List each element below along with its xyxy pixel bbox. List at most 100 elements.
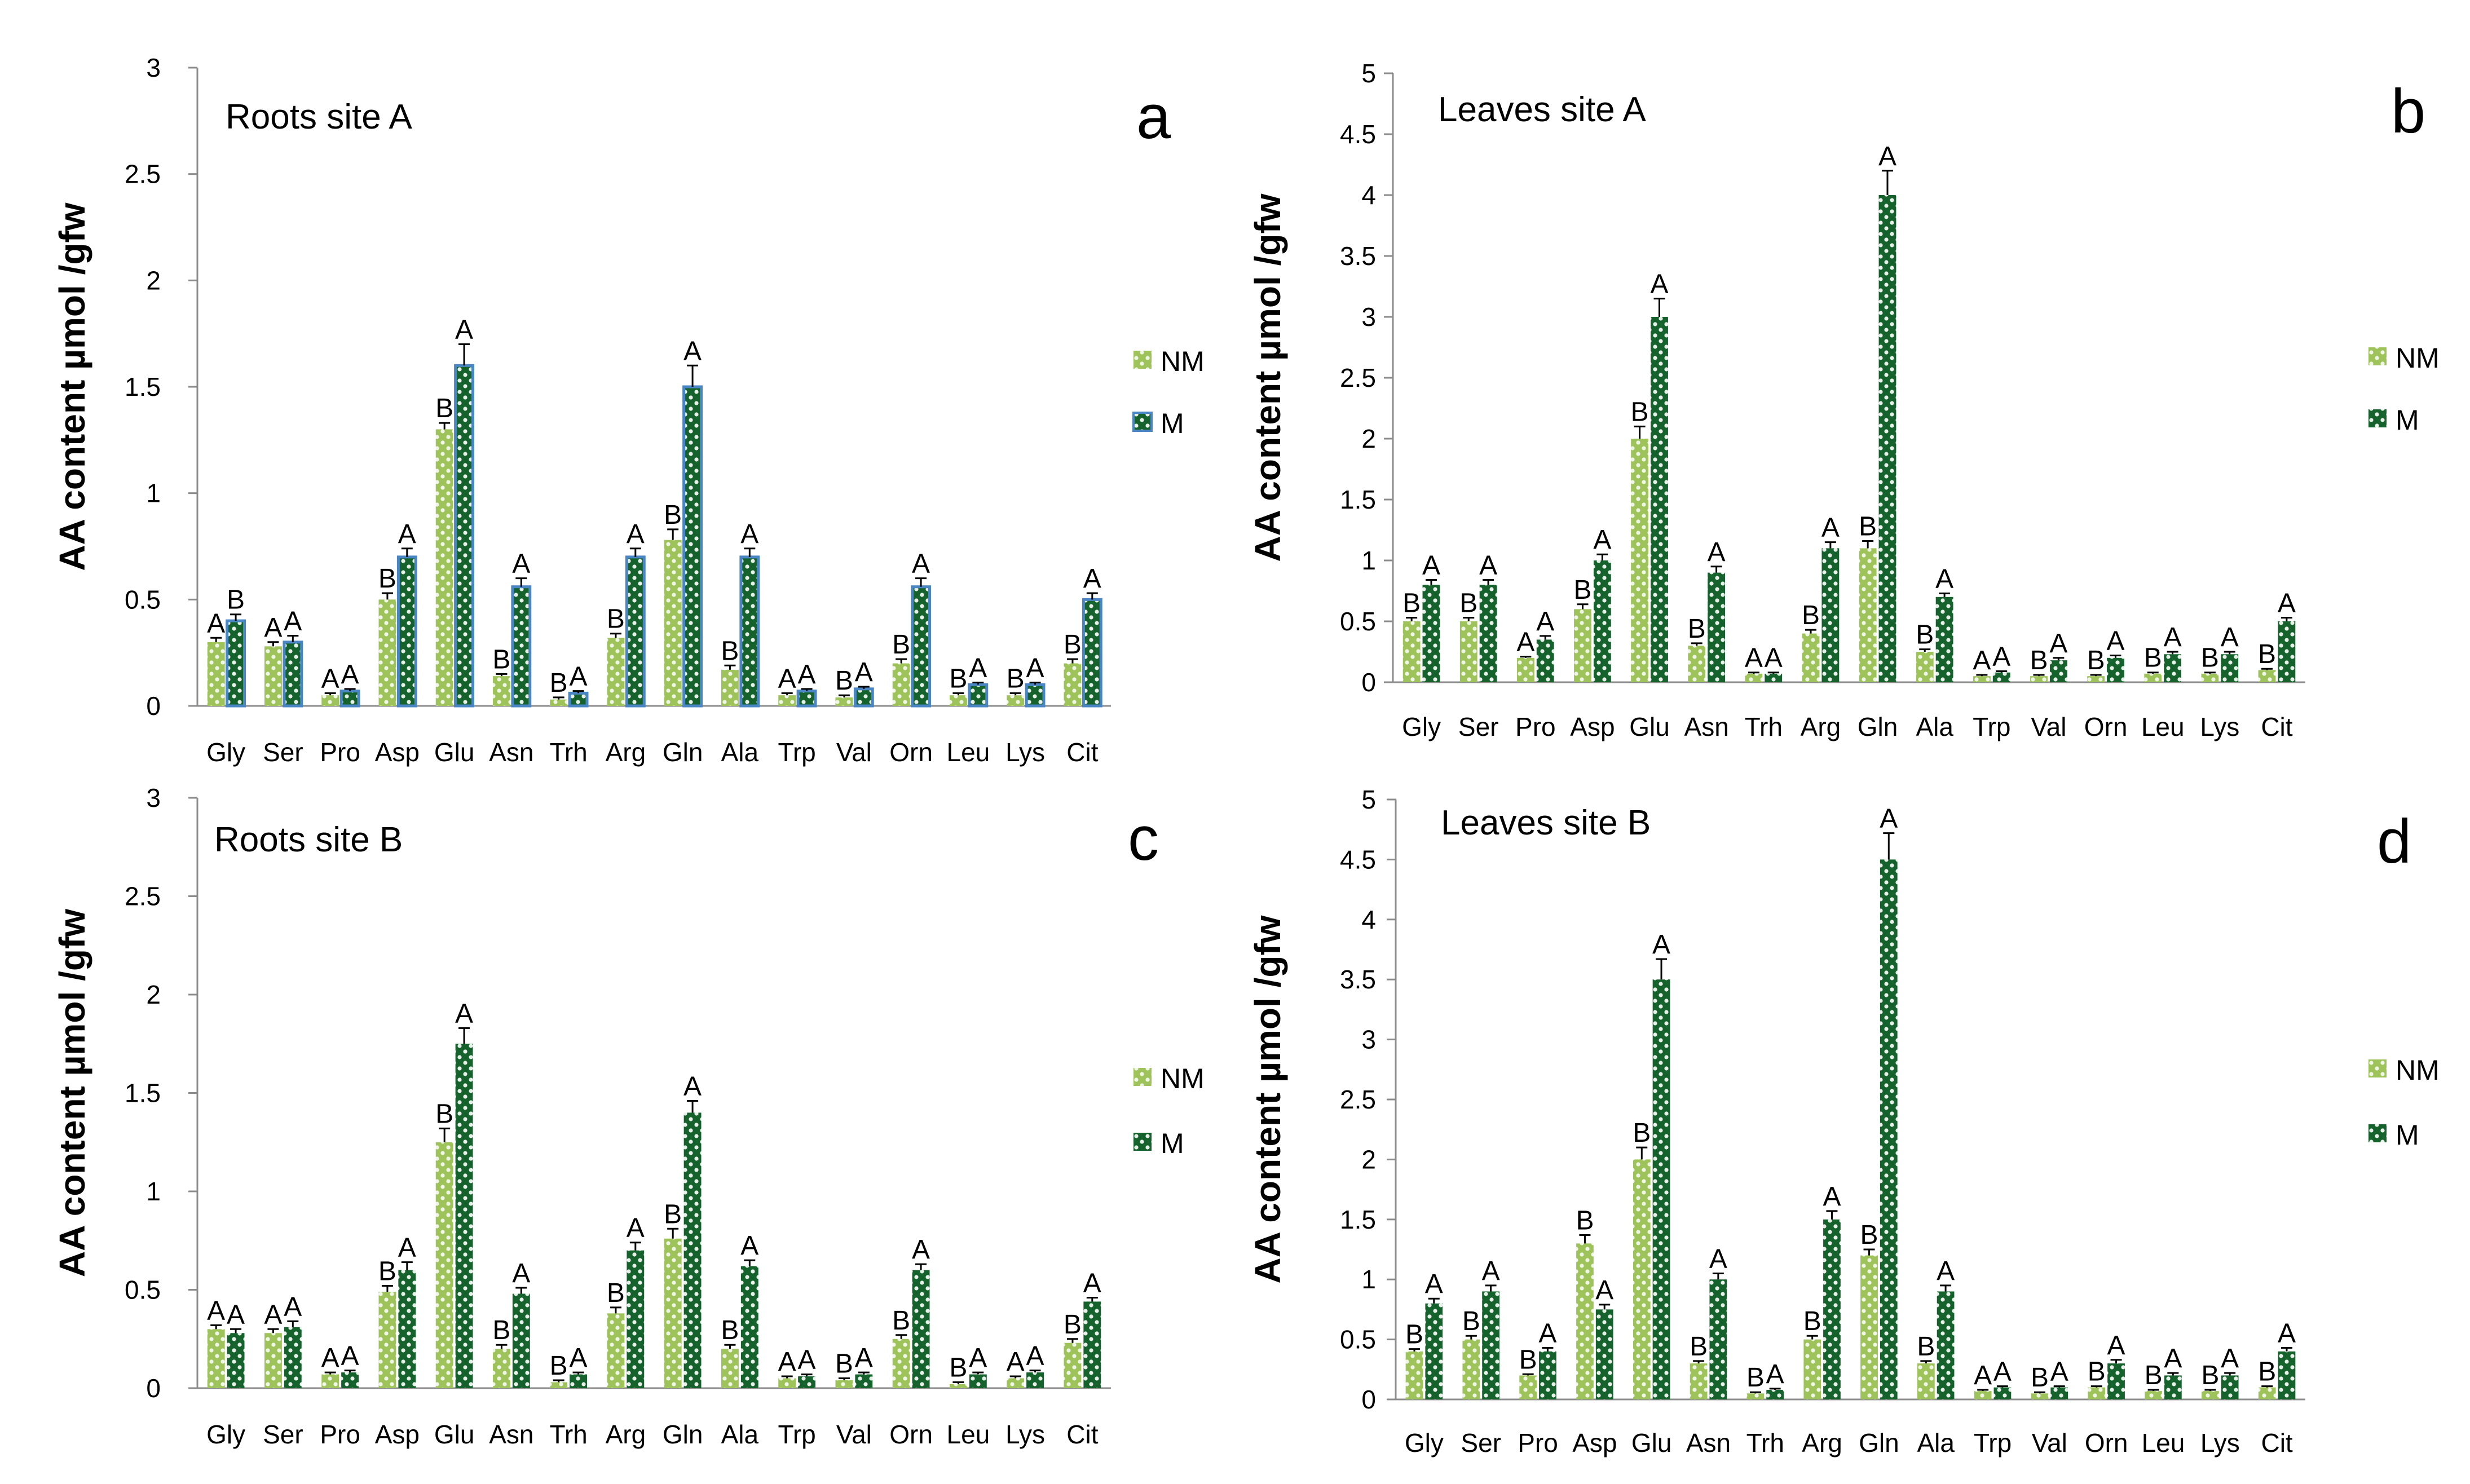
- legend-swatch-m: [2368, 409, 2387, 427]
- legend-label: NM: [1161, 346, 1205, 377]
- x-tick-label: Trp: [1973, 712, 2010, 741]
- significance-letter: A: [1821, 513, 1840, 543]
- x-tick-label: Asn: [1686, 1428, 1731, 1458]
- significance-letter: A: [321, 1343, 339, 1373]
- y-tick-label: 2: [1361, 424, 1376, 453]
- x-tick-label: Trp: [1974, 1428, 2012, 1458]
- bar-nm-glu: [1631, 439, 1649, 682]
- y-tick-label: 5: [1361, 59, 1376, 88]
- bar-nm-trp: [1973, 676, 1991, 682]
- significance-letter: A: [1708, 537, 1726, 567]
- x-tick-label: Arg: [1801, 712, 1841, 741]
- significance-letter: B: [550, 668, 568, 698]
- significance-letter: A: [683, 336, 702, 366]
- panel-a: 0 0.5 1 1.5 2 2.5 3 AA content µmol /gfw Roots s…: [52, 53, 1205, 767]
- panel-title: Roots site B: [214, 820, 403, 859]
- significance-letter: B: [1574, 575, 1592, 605]
- significance-letter: A: [512, 1258, 530, 1288]
- significance-letter: A: [627, 519, 645, 549]
- bar-nm-ala: [1917, 1363, 1935, 1399]
- legend: NM M: [1133, 1063, 1205, 1159]
- bar-m-gln: [1880, 859, 1898, 1399]
- bar-nm-asp: [378, 1291, 396, 1388]
- bar-m-trh: [1766, 1389, 1784, 1399]
- bar-nm-trh: [1745, 673, 1763, 682]
- significance-letter: A: [227, 1300, 245, 1330]
- x-tick-label: Asp: [375, 1420, 420, 1449]
- significance-letter: A: [512, 549, 530, 579]
- legend-label: NM: [1161, 1063, 1205, 1094]
- x-tick-label: Glu: [1629, 712, 1670, 741]
- significance-letter: A: [627, 1213, 645, 1243]
- bar-m-asp: [396, 555, 417, 708]
- bar-m-leu: [2164, 654, 2182, 682]
- significance-letter: B: [949, 1353, 967, 1383]
- significance-letter: A: [855, 657, 873, 687]
- bar-nm-lys: [2201, 673, 2219, 682]
- y-tick-label: 4: [1361, 905, 1376, 934]
- legend-swatch-nm: [2368, 347, 2387, 365]
- panel-letter: b: [2391, 77, 2425, 146]
- bar-nm-cit: [2258, 1387, 2276, 1399]
- bar-m-asp: [1595, 1309, 1613, 1399]
- y-tick-label: 3: [1361, 1025, 1376, 1054]
- bar-m-orn: [911, 585, 932, 708]
- x-tick-label: Pro: [1518, 1428, 1558, 1458]
- y-tick-label: 3.5: [1340, 965, 1376, 994]
- legend-label: M: [2396, 1119, 2419, 1151]
- bar-nm-gly: [207, 1329, 225, 1388]
- significance-letter: A: [398, 519, 416, 549]
- bar-nm-lys: [1007, 1378, 1025, 1388]
- bar-nm-asn: [492, 1349, 510, 1388]
- x-tick-label: Gln: [663, 1420, 703, 1449]
- significance-letter: B: [1576, 1205, 1594, 1235]
- significance-letter: B: [721, 636, 739, 666]
- significance-letter: B: [1405, 1320, 1423, 1350]
- x-tick-label: Trp: [778, 1420, 815, 1449]
- x-tick-label: Cit: [1066, 1420, 1098, 1449]
- significance-letter: B: [1519, 1345, 1537, 1375]
- bar-nm-ala: [1916, 652, 1934, 682]
- bar-m-gln: [682, 385, 703, 708]
- significance-letter: A: [1083, 1268, 1101, 1298]
- bar-m-cit: [1083, 1301, 1101, 1388]
- legend-label: M: [1161, 408, 1184, 439]
- y-tick-label: 2.5: [1340, 363, 1376, 392]
- bar-nm-ala: [721, 1349, 739, 1388]
- significance-letter: A: [207, 608, 225, 638]
- bar-m-orn: [912, 1270, 930, 1388]
- y-tick-label: 1.5: [1340, 1205, 1376, 1234]
- bar-nm-trp: [778, 695, 796, 706]
- significance-letter: B: [2201, 1361, 2219, 1390]
- y-tick-label: 1: [146, 479, 161, 508]
- bar-nm-gln: [1859, 548, 1877, 682]
- significance-letter: B: [1459, 589, 1477, 619]
- bar-nm-glu: [1633, 1159, 1651, 1399]
- y-tick-label: 2: [1361, 1145, 1376, 1174]
- y-tick-label: 2.5: [125, 160, 161, 189]
- bar-nm-val: [835, 697, 853, 706]
- significance-letter: B: [664, 500, 682, 530]
- legend-label: M: [1161, 1128, 1184, 1159]
- bar-m-cit: [2278, 1351, 2296, 1399]
- bar-nm-pro: [321, 695, 339, 706]
- y-tick-label: 0: [1361, 1385, 1376, 1414]
- bar-m-gln: [1878, 195, 1896, 682]
- significance-letter: B: [1462, 1306, 1480, 1336]
- significance-letter: A: [2164, 1344, 2182, 1373]
- bar-nm-trh: [550, 699, 568, 706]
- significance-letter: B: [1064, 630, 1082, 660]
- significance-letter: A: [1538, 1318, 1556, 1348]
- x-tick-label: Ala: [721, 737, 759, 767]
- bar-nm-val: [2031, 1393, 2049, 1399]
- bar-m-asn: [1708, 572, 1726, 682]
- significance-letter: A: [912, 549, 930, 579]
- bar-nm-ala: [721, 669, 739, 706]
- significance-letter: A: [2221, 1344, 2239, 1373]
- significance-letter: A: [912, 1235, 930, 1265]
- y-tick-label: 3: [146, 53, 161, 82]
- significance-letter: A: [1935, 564, 1953, 594]
- bar-nm-leu: [949, 695, 967, 706]
- significance-letter: B: [892, 1306, 910, 1336]
- significance-letter: B: [378, 1257, 396, 1287]
